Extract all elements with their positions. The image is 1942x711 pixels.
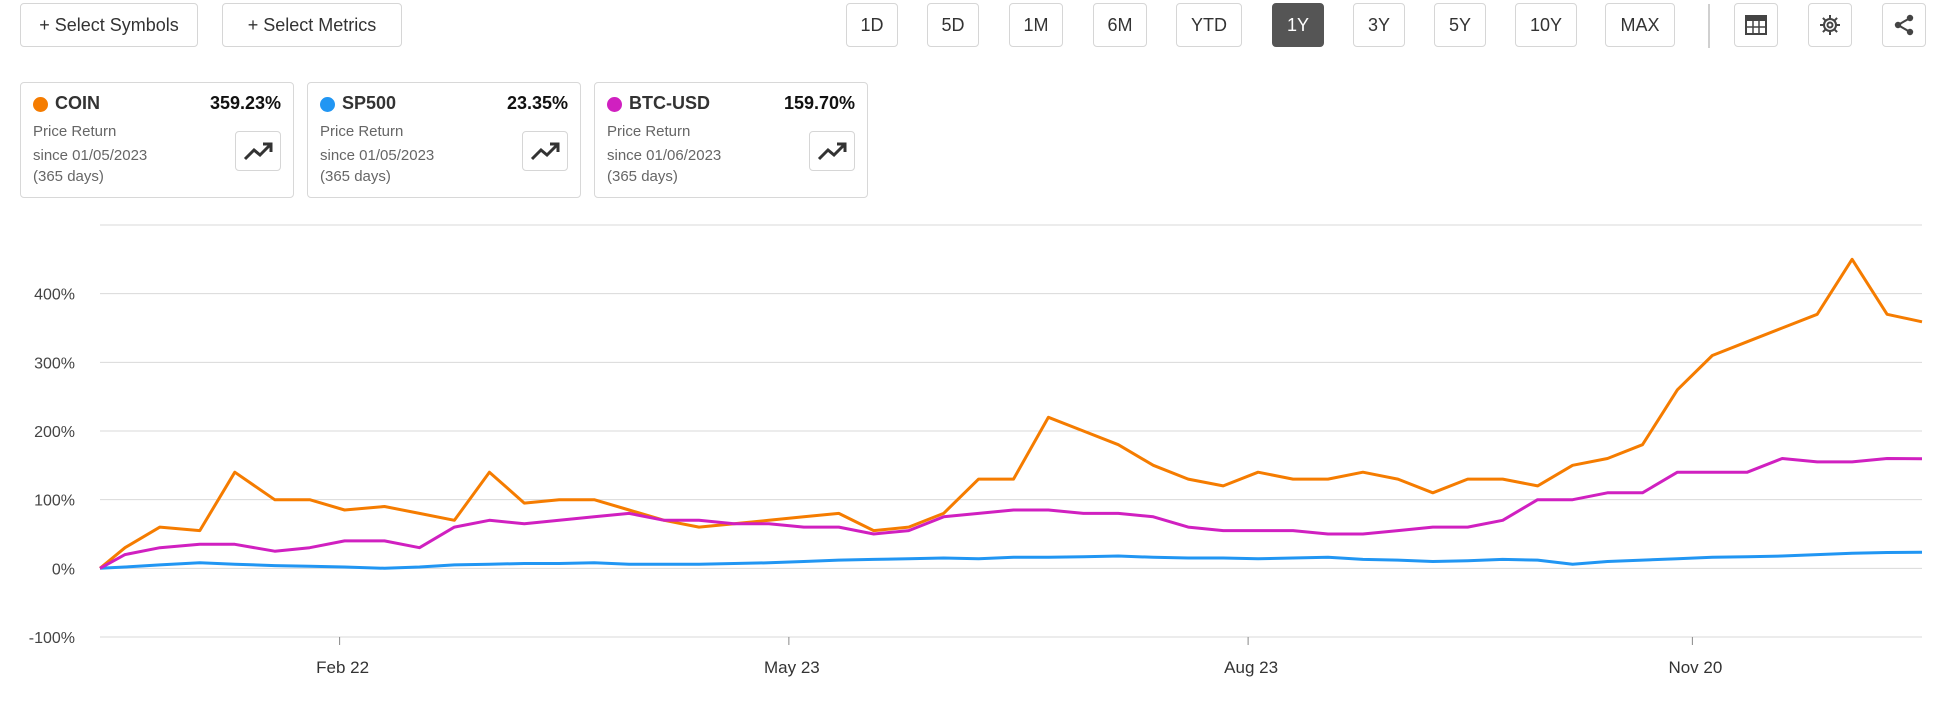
share-button[interactable] bbox=[1882, 3, 1926, 47]
gear-icon bbox=[1820, 15, 1840, 35]
card-since: since 01/06/2023 bbox=[607, 147, 722, 164]
series-color-dot bbox=[320, 97, 335, 112]
card-symbol: BTC-USD bbox=[629, 93, 710, 113]
select-symbols-button[interactable]: + Select Symbols bbox=[20, 3, 198, 47]
range-6m-button[interactable]: 6M bbox=[1093, 3, 1147, 47]
series-color-dot bbox=[33, 97, 48, 112]
series-line-btc-usd bbox=[99, 457, 1923, 570]
card-days: (365 days) bbox=[607, 168, 678, 185]
card-symbol: SP500 bbox=[342, 93, 397, 113]
card-since: since 01/05/2023 bbox=[33, 147, 148, 164]
price-return-chart: -100% 0% 100% 200% 300% 400% Feb 22 May 23 Aug 2… bbox=[29, 224, 1923, 677]
card-return: 359.23% bbox=[209, 93, 281, 113]
y-tick-label: -100% bbox=[29, 630, 75, 647]
card-since: since 01/05/2023 bbox=[320, 147, 435, 164]
select-metrics-button[interactable]: + Select Metrics bbox=[222, 3, 402, 47]
y-tick-label: 300% bbox=[34, 355, 75, 372]
range-3y-button[interactable]: 3Y bbox=[1353, 3, 1405, 47]
share-icon bbox=[1894, 14, 1914, 36]
trend-button[interactable] bbox=[809, 131, 855, 171]
trending-up-icon bbox=[817, 142, 847, 161]
card-return: 23.35% bbox=[506, 93, 568, 113]
series-line-sp500 bbox=[99, 550, 1923, 570]
range-5d-button[interactable]: 5D bbox=[927, 3, 979, 47]
card-symbol: COIN bbox=[55, 93, 100, 113]
trend-button[interactable] bbox=[235, 131, 281, 171]
table-icon bbox=[1745, 15, 1767, 35]
symbol-card-btc-usd: BTC-USD 159.70% Price Return since 01/06… bbox=[594, 82, 868, 198]
trend-button[interactable] bbox=[522, 131, 568, 171]
x-tick-label: Feb 22 bbox=[316, 658, 369, 677]
toolbar: + Select Symbols + Select Metrics 1D 5D … bbox=[0, 0, 1942, 60]
range-5y-button[interactable]: 5Y bbox=[1434, 3, 1486, 47]
trending-up-icon bbox=[530, 142, 560, 161]
card-days: (365 days) bbox=[33, 168, 104, 185]
x-tick-label: May 23 bbox=[764, 658, 820, 677]
range-10y-button[interactable]: 10Y bbox=[1515, 3, 1577, 47]
card-days: (365 days) bbox=[320, 168, 391, 185]
y-tick-label: 100% bbox=[34, 493, 75, 510]
toolbar-divider bbox=[1708, 4, 1710, 48]
y-tick-label: 0% bbox=[52, 561, 75, 578]
card-label: Price Return bbox=[607, 123, 691, 140]
series-line-coin bbox=[99, 257, 1923, 570]
y-tick-label: 200% bbox=[34, 424, 75, 441]
x-tick-label: Nov 20 bbox=[1668, 658, 1722, 677]
table-view-button[interactable] bbox=[1734, 3, 1778, 47]
trending-up-icon bbox=[243, 142, 273, 161]
range-1m-button[interactable]: 1M bbox=[1009, 3, 1063, 47]
x-tick-label: Aug 23 bbox=[1224, 658, 1278, 677]
range-1y-button[interactable]: 1Y bbox=[1272, 3, 1324, 47]
settings-button[interactable] bbox=[1808, 3, 1852, 47]
range-1d-button[interactable]: 1D bbox=[846, 3, 898, 47]
series-color-dot bbox=[607, 97, 622, 112]
card-return: 159.70% bbox=[783, 93, 855, 113]
y-tick-label: 400% bbox=[34, 287, 75, 304]
range-ytd-button[interactable]: YTD bbox=[1176, 3, 1242, 47]
symbol-card-coin: COIN 359.23% Price Return since 01/05/20… bbox=[20, 82, 294, 198]
range-max-button[interactable]: MAX bbox=[1605, 3, 1675, 47]
card-label: Price Return bbox=[320, 123, 404, 140]
card-label: Price Return bbox=[33, 123, 117, 140]
symbol-card-sp500: SP500 23.35% Price Return since 01/05/20… bbox=[307, 82, 581, 198]
